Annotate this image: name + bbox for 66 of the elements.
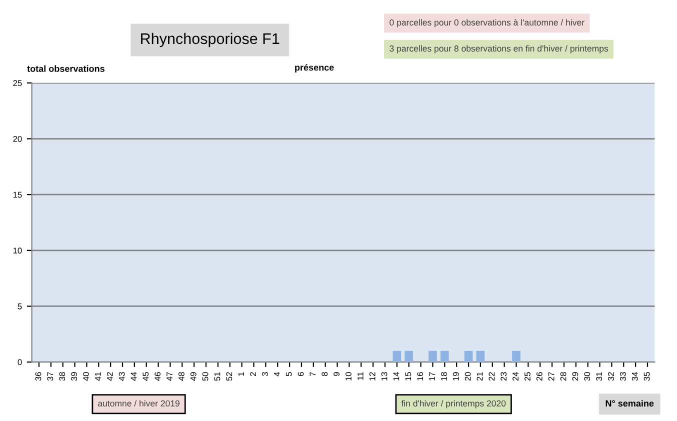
x-tick-label: 33 — [620, 372, 626, 381]
x-tick-label: 18 — [440, 372, 447, 380]
x-tick-label: 12 — [369, 372, 376, 380]
y-tick-label: 20 — [13, 136, 22, 142]
x-tick-label: 30 — [584, 372, 590, 381]
x-tick-label: 13 — [381, 372, 388, 380]
x-tick-label: 32 — [608, 372, 614, 381]
x-tick-label: 43 — [118, 372, 125, 381]
x-tick-label: 21 — [476, 372, 483, 381]
text: automne / hiver 2019 — [98, 400, 180, 407]
x-tick-label: 44 — [130, 372, 137, 381]
x-tick-label: 15 — [405, 372, 412, 380]
x-tick-label: 5 — [286, 372, 292, 376]
x-tick-label: 38 — [59, 372, 66, 381]
x-tick-label: 2 — [250, 372, 256, 376]
x-tick-label: 26 — [536, 372, 542, 381]
x-tick-label: 8 — [322, 372, 328, 376]
x-tick-label: 28 — [560, 372, 566, 381]
y-tick-label: 25 — [13, 80, 22, 86]
text: fin d'hiver / printemps 2020 — [401, 400, 506, 408]
y-axis-title: total observations — [27, 65, 104, 72]
x-tick-label: 1 — [238, 372, 244, 376]
x-tick-label: 4 — [274, 372, 280, 376]
x-tick-label: 52 — [226, 372, 232, 381]
x-tick-label: 6 — [298, 372, 304, 376]
x-tick-label: 17 — [429, 372, 435, 380]
x-tick-label: 9 — [334, 372, 340, 376]
x-tick-label: 34 — [632, 372, 638, 381]
x-tick-label: 37 — [47, 372, 54, 381]
x-tick-label: 42 — [106, 372, 113, 381]
x-tick-label: 23 — [500, 372, 507, 381]
x-tick-label: 49 — [190, 372, 196, 381]
x-tick-label: 14 — [393, 372, 400, 380]
x-tick-label: 50 — [202, 372, 208, 381]
x-tick-label: 22 — [488, 372, 495, 381]
x-tick-label: 48 — [178, 372, 184, 381]
x-tick-label: 3 — [262, 372, 268, 376]
x-tick-label: 25 — [524, 372, 530, 381]
x-tick-label: 39 — [71, 372, 78, 381]
x-tick-label: 51 — [214, 372, 220, 381]
x-tick-label: 46 — [154, 372, 161, 381]
x-tick-label: 40 — [83, 372, 89, 381]
x-tick-label: 27 — [548, 372, 554, 381]
y-tick-label: 10 — [13, 248, 22, 254]
x-tick-label: 16 — [417, 372, 424, 380]
x-tick-label: 45 — [142, 372, 149, 381]
y-tick-label: 0 — [18, 359, 22, 366]
y-tick-label: 15 — [13, 192, 22, 198]
text: 3 parcelles pour 8 observations en fin d'hiver / printemps — [390, 45, 608, 54]
text: 0 parcelles pour 0 observations à l'automne / hiver — [390, 19, 584, 28]
x-tick-label: 7 — [310, 372, 316, 376]
x-tick-label: 31 — [596, 372, 602, 381]
chart-subtitle: présence — [295, 64, 334, 72]
y-tick-label: 5 — [18, 304, 22, 310]
x-tick-label: 11 — [358, 372, 364, 380]
x-tick-label: 35 — [644, 372, 650, 381]
x-tick-label: 41 — [95, 372, 101, 381]
x-tick-label: 24 — [512, 372, 518, 381]
x-tick-label: 19 — [452, 372, 459, 380]
x-tick-label: 10 — [346, 372, 352, 380]
x-tick-label: 20 — [464, 372, 471, 381]
x-tick-label: 47 — [166, 372, 172, 381]
x-tick-label: 29 — [572, 372, 578, 381]
x-axis-title: N° semaine — [606, 400, 654, 407]
x-tick-label: 36 — [35, 372, 42, 381]
chart-title: Rhynchosporiose F1 — [141, 32, 280, 48]
